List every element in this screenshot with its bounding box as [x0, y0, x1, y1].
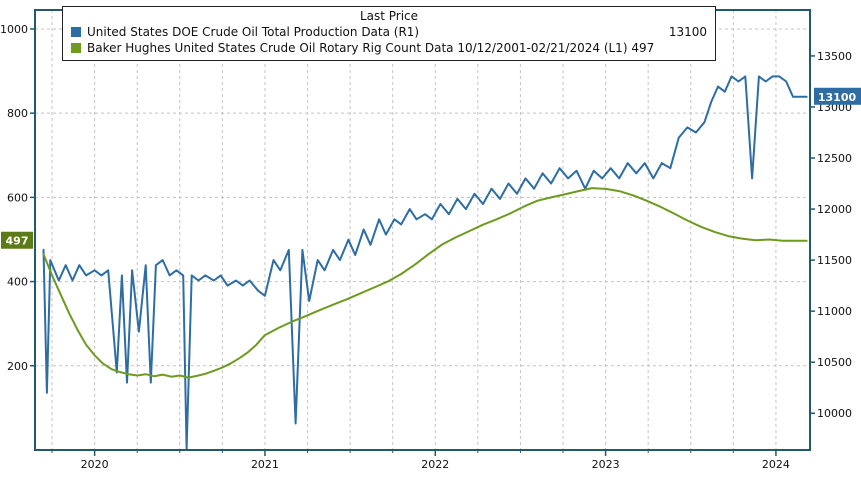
legend-row-production: United States DOE Crude Oil Total Produc…: [71, 24, 707, 40]
right-axis-label: 13500: [817, 50, 852, 63]
left-axis-label: 1000: [0, 23, 28, 36]
right-axis-label: 11000: [817, 305, 852, 318]
right-axis-label: 11500: [817, 254, 852, 267]
production-last-price: 13100: [668, 25, 707, 39]
left-axis-label: 200: [7, 360, 28, 373]
production-series-swatch: [71, 27, 81, 37]
x-axis-year-label: 2024: [762, 458, 790, 471]
right-axis-label: 12500: [817, 152, 852, 165]
legend-row-rigcount: Baker Hughes United States Crude Oil Rot…: [71, 40, 707, 56]
rig-count-last-badge-value: 497: [6, 235, 29, 248]
production-series-label: United States DOE Crude Oil Total Produc…: [87, 25, 420, 39]
rigcount-series-swatch: [71, 43, 81, 53]
production-last-badge-value: 13100: [818, 91, 857, 104]
left-axis-label: 400: [7, 276, 28, 289]
left-axis-label: 600: [7, 191, 28, 204]
x-axis-year-label: 2022: [421, 458, 449, 471]
plot-frame: [34, 9, 811, 451]
production-last-badge: [814, 87, 861, 105]
x-axis-year-label: 2021: [251, 458, 279, 471]
rigcount-series-label: Baker Hughes United States Crude Oil Rot…: [87, 41, 655, 55]
right-axis-label: 10500: [817, 356, 852, 369]
x-axis-year-label: 2020: [81, 458, 109, 471]
legend: Last Price United States DOE Crude Oil T…: [62, 6, 716, 61]
x-axis-year-label: 2023: [592, 458, 620, 471]
production-line: [42, 75, 808, 450]
legend-title: Last Price: [359, 9, 419, 23]
left-axis-label: 800: [7, 107, 28, 120]
right-axis-label: 12000: [817, 203, 852, 216]
rig-count-line: [42, 187, 808, 379]
right-axis-label: 10000: [817, 407, 852, 420]
rig-count-last-badge: [1, 231, 33, 249]
